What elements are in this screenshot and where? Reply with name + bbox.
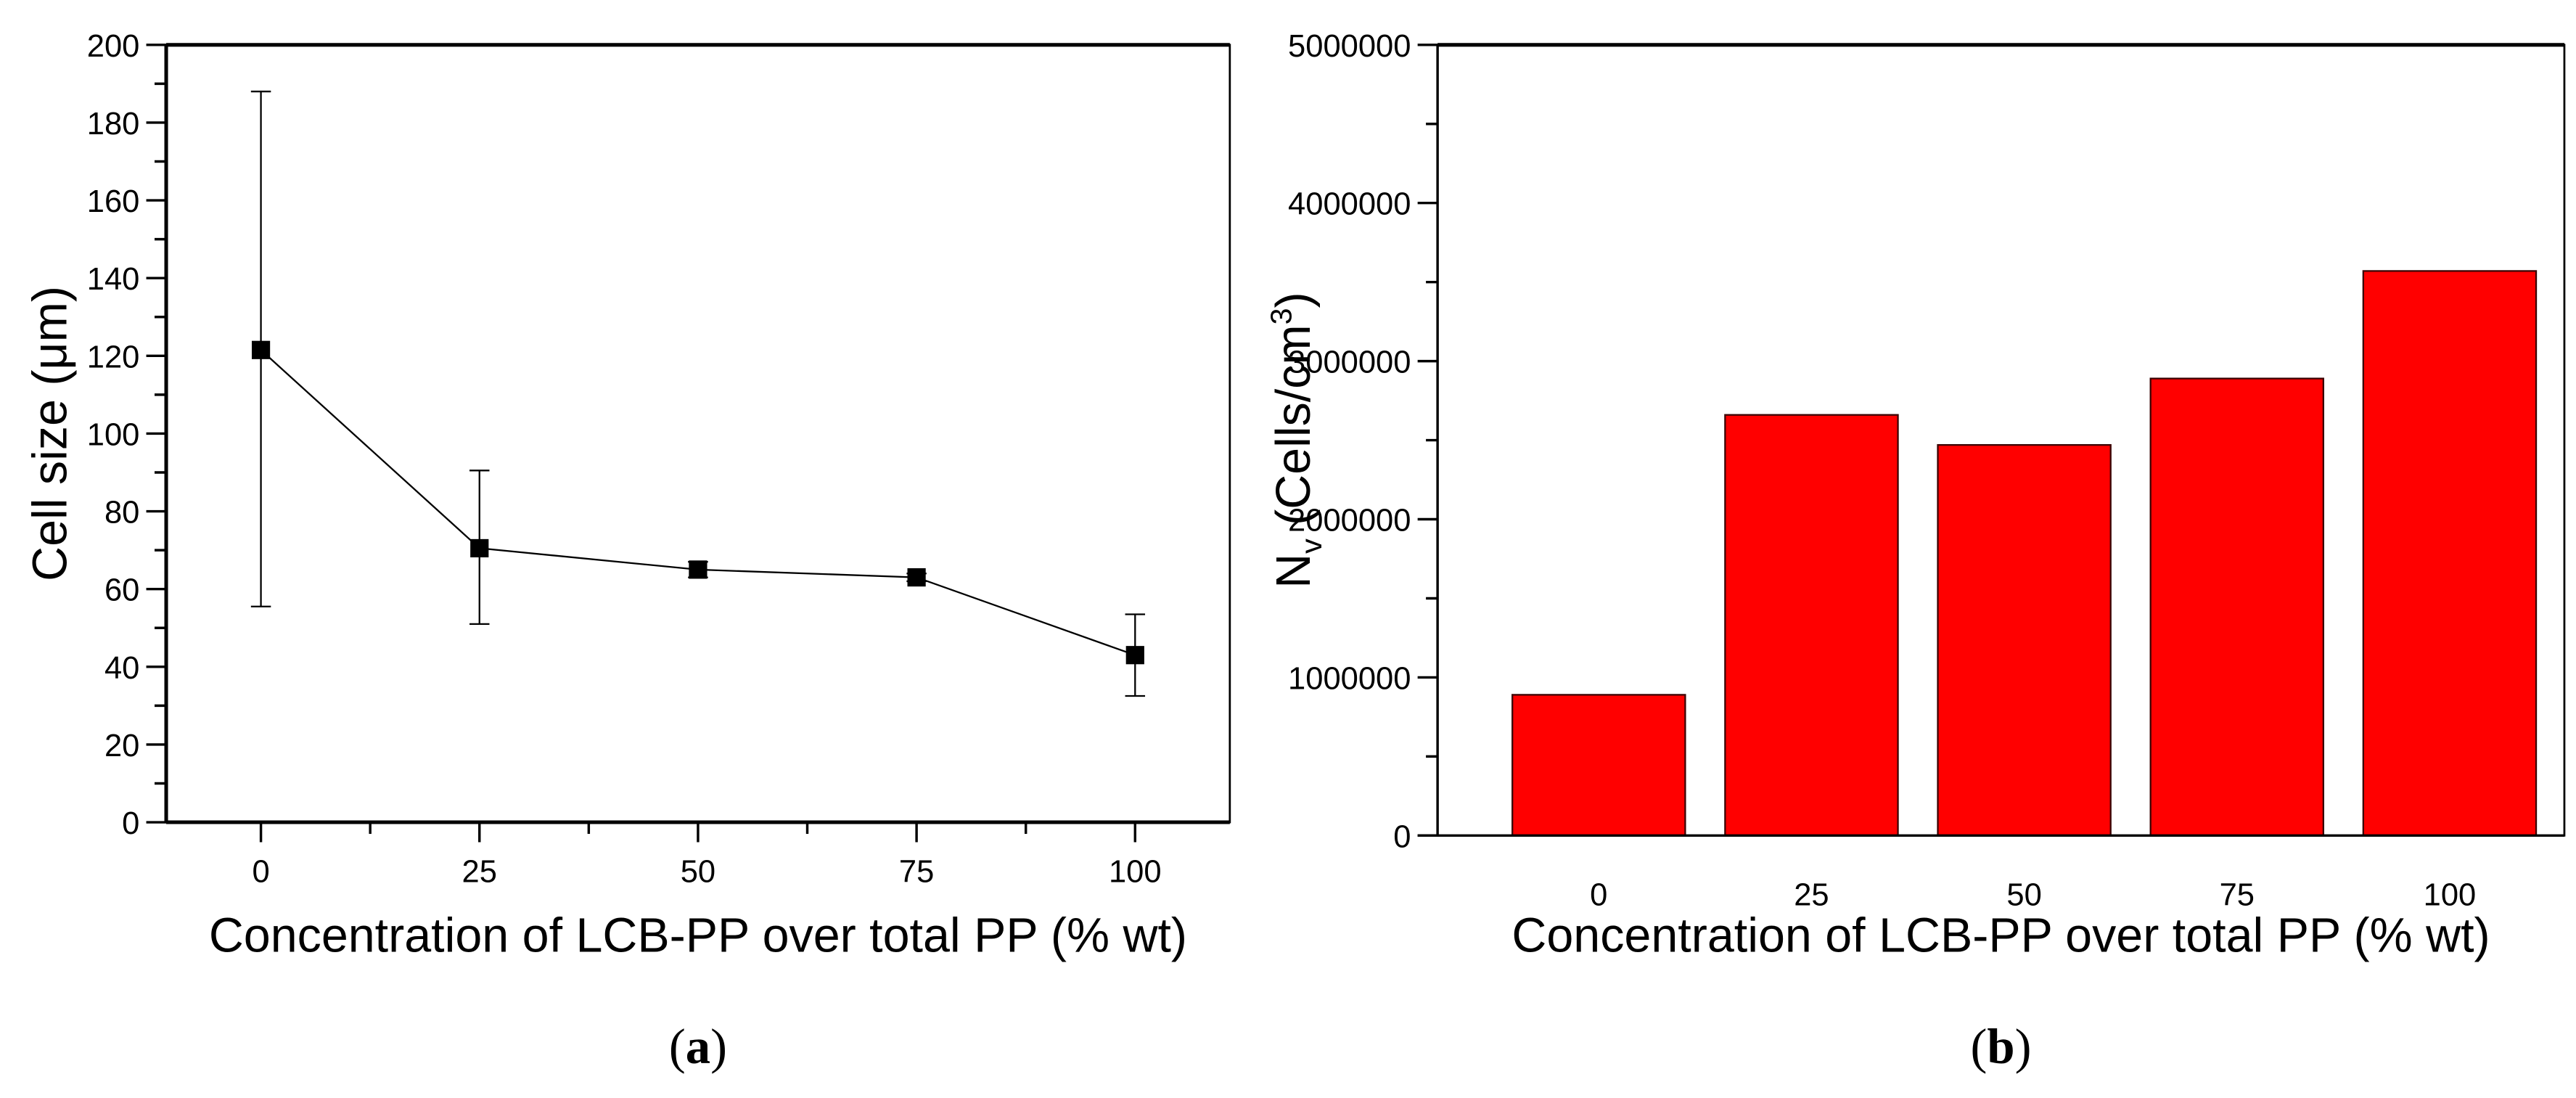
x-axis-title: Concentration of LCB-PP over total PP (%… — [1511, 909, 2490, 963]
x-tick-label: 0 — [252, 854, 269, 889]
y-tick-label: 2000000 — [1288, 504, 1411, 538]
y-tick-label: 120 — [87, 340, 140, 374]
y-tick-label: 40 — [104, 651, 139, 686]
y-tick-label: 160 — [87, 184, 140, 219]
y-tick-label: 4000000 — [1288, 187, 1411, 222]
x-tick-label: 25 — [1794, 877, 1829, 912]
y-tick-label: 60 — [104, 573, 139, 608]
panel-a-label: (a) — [669, 1019, 727, 1074]
data-point-square-marker — [470, 538, 489, 558]
data-point-square-marker — [907, 568, 926, 587]
y-tick-label: 0 — [122, 806, 139, 841]
y-tick-label: 1000000 — [1288, 661, 1411, 696]
x-tick-label: 25 — [462, 854, 497, 889]
x-tick-label: 75 — [2220, 877, 2255, 912]
y-tick-label: 0 — [1393, 819, 1411, 854]
bar-0 — [1511, 694, 1686, 837]
y-tick-label: 5000000 — [1288, 29, 1411, 64]
data-point-square-marker — [1125, 646, 1144, 665]
y-tick-label: 80 — [104, 496, 139, 530]
y-tick-label: 20 — [104, 729, 139, 763]
y-tick-label: 200 — [87, 29, 140, 64]
y-tick-label: 180 — [87, 107, 140, 142]
x-tick-label: 50 — [681, 854, 715, 889]
panel-b-label: (b) — [1971, 1019, 2032, 1074]
data-line — [260, 349, 1136, 656]
y-tick-label: 100 — [87, 417, 140, 452]
bar-100 — [2362, 270, 2538, 837]
bar-50 — [1937, 443, 2112, 837]
x-tick-label: 0 — [1590, 877, 1607, 912]
x-tick-label: 100 — [2424, 877, 2477, 912]
x-tick-label: 50 — [2006, 877, 2041, 912]
panel-a-chart: 0 20 40 60 80 100 120 140 160 180 200 0 25 50 75 100 Con… — [24, 29, 1231, 963]
y-tick-label: 140 — [87, 262, 140, 297]
x-tick-label: 75 — [899, 854, 934, 889]
x-axis-title: Concentration of LCB-PP over total PP (%… — [209, 909, 1187, 963]
bar-25 — [1724, 414, 1899, 837]
data-point-square-marker — [251, 340, 271, 359]
plot-frame — [165, 44, 1231, 824]
y-tick-label: 3000000 — [1288, 345, 1411, 380]
x-tick-label: 100 — [1109, 854, 1162, 889]
data-point-square-marker — [689, 560, 707, 579]
bar-75 — [2149, 377, 2325, 837]
y-axis-title: Cell size (μm) — [24, 286, 78, 581]
panel-b-chart: 0 25 50 75 100 0 1000000 2000000 3000000 4000000 5… — [1265, 29, 2566, 963]
y-axis-title: Nv (Cells/cm3) — [1265, 292, 1328, 588]
